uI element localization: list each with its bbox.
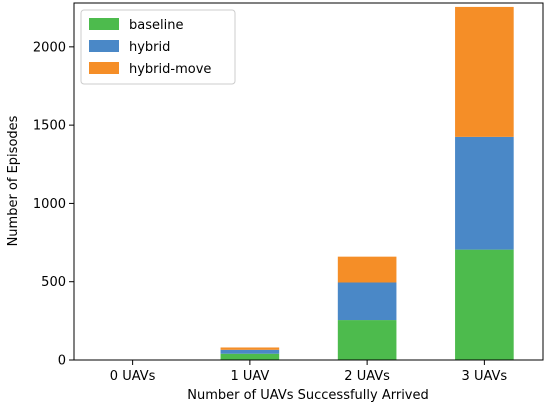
x-tick-label: 2 UAVs (344, 369, 390, 384)
bar-segment-hybrid-2-uavs (337, 282, 397, 321)
y-tick-label: 500 (41, 275, 66, 290)
legend-label-baseline: baseline (129, 18, 183, 33)
plot-frame (73, 2, 544, 361)
y-axis-label: Number of Episodes (6, 115, 21, 246)
legend-swatch-baseline (89, 18, 119, 30)
bar-segment-hybrid-3-uavs (455, 136, 514, 250)
bar-segment-hybrid-move-2-uavs (337, 256, 397, 283)
bar-segment-hybrid-move-3-uavs (455, 6, 514, 137)
bar-segment-baseline-1-uav (220, 353, 280, 360)
y-tick-label: 1500 (33, 119, 66, 134)
x-tick-label: 0 UAVs (110, 369, 156, 384)
bar-segment-baseline-2-uavs (337, 320, 397, 360)
y-axis: 0 500 1000 1500 2000 (33, 40, 74, 369)
y-tick-label: 2000 (33, 40, 66, 55)
bar-segment-baseline-3-uavs (455, 249, 514, 360)
legend: baseline hybrid hybrid-move (80, 9, 236, 85)
x-tick-label: 1 UAV (230, 369, 269, 384)
bars-layer (220, 6, 514, 360)
bar-segment-hybrid-1-uav (220, 349, 280, 354)
y-tick-label: 1000 (33, 197, 66, 212)
x-tick-label: 3 UAVs (462, 369, 508, 384)
y-tick-label: 0 (58, 354, 66, 369)
x-axis-label: Number of UAVs Successfully Arrived (187, 388, 429, 403)
legend-swatch-hybrid-move (89, 62, 119, 74)
x-axis: 0 UAVs 1 UAV 2 UAVs 3 UAVs (110, 360, 508, 384)
bar-segment-hybrid-move-1-uav (220, 347, 280, 350)
legend-frame (80, 9, 236, 85)
legend-label-hybrid: hybrid (129, 40, 170, 55)
legend-swatch-hybrid (89, 40, 119, 52)
legend-label-hybrid-move: hybrid-move (129, 62, 211, 77)
